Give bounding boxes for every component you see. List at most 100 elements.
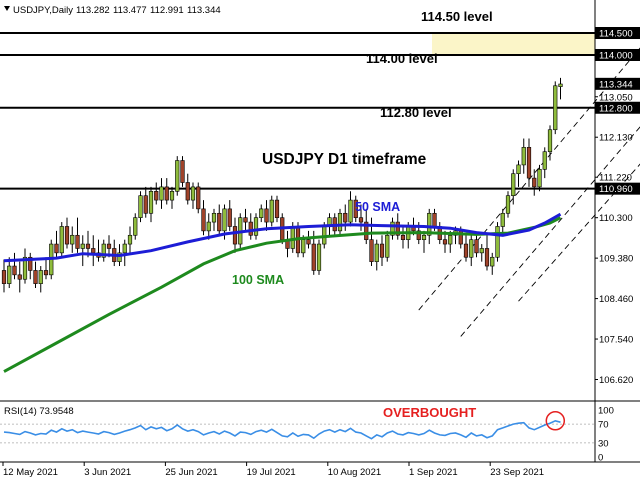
price-label-highlighted: 112.800 bbox=[599, 103, 633, 114]
price-tick-label: 113.050 bbox=[599, 92, 633, 103]
candle-body bbox=[91, 248, 95, 252]
candle-body bbox=[375, 244, 379, 262]
candle[interactable] bbox=[139, 191, 143, 222]
candle[interactable] bbox=[60, 222, 64, 257]
candle-body bbox=[60, 226, 64, 252]
rsi-indicator-label: RSI(14) 73.9548 bbox=[4, 406, 74, 417]
candle-body bbox=[160, 187, 164, 200]
candle-body bbox=[175, 161, 179, 192]
candle-body bbox=[317, 244, 321, 270]
candle[interactable] bbox=[175, 156, 179, 196]
candle-body bbox=[244, 218, 248, 222]
ohlc-low: 112.991 bbox=[150, 5, 184, 16]
candle-body bbox=[2, 270, 6, 283]
candle-body bbox=[517, 165, 521, 174]
rsi-tick-label: 30 bbox=[598, 438, 609, 449]
candle-body bbox=[469, 240, 473, 258]
candle-body bbox=[181, 161, 185, 183]
candle-body bbox=[265, 209, 269, 222]
candle-body bbox=[422, 235, 426, 239]
candle-body bbox=[70, 235, 74, 244]
rsi-tick-label: 0 bbox=[598, 453, 603, 464]
candle[interactable] bbox=[385, 231, 389, 262]
candle-body bbox=[186, 183, 190, 201]
candle-body bbox=[511, 174, 515, 196]
candle[interactable] bbox=[496, 222, 500, 262]
symbol-label: USDJPY,Daily bbox=[13, 5, 73, 16]
price-tick-label: 112.130 bbox=[599, 133, 633, 144]
candle-body bbox=[543, 152, 547, 170]
candle-body bbox=[254, 218, 258, 236]
candle-body bbox=[496, 226, 500, 257]
candle-body bbox=[165, 187, 169, 200]
candle-body bbox=[385, 235, 389, 257]
candle-body bbox=[154, 191, 158, 200]
sma50-label: 50 SMA bbox=[355, 200, 400, 214]
candle-body bbox=[370, 240, 374, 262]
rsi-tick-label: 100 bbox=[598, 406, 614, 417]
candle-body bbox=[144, 196, 148, 214]
candle-body bbox=[44, 270, 48, 274]
candle[interactable] bbox=[553, 81, 557, 134]
candle-body bbox=[380, 244, 384, 257]
candle-body bbox=[39, 270, 43, 283]
candle-body bbox=[553, 86, 557, 130]
time-tick-label: 23 Sep 2021 bbox=[490, 467, 544, 478]
candle-body bbox=[349, 200, 353, 222]
price-label-highlighted: 114.500 bbox=[599, 29, 633, 40]
candle-body bbox=[485, 248, 489, 266]
candle-body bbox=[475, 240, 479, 253]
candle[interactable] bbox=[196, 183, 200, 214]
candle-body bbox=[433, 213, 437, 226]
candle[interactable] bbox=[317, 240, 321, 275]
candle-body bbox=[65, 226, 69, 244]
candle-body bbox=[291, 226, 295, 248]
ohlc-open: 113.282 bbox=[76, 5, 110, 16]
timeframe-annotation: USDJPY D1 timeframe bbox=[262, 151, 427, 168]
candle-body bbox=[480, 248, 484, 252]
candle-body bbox=[270, 200, 274, 222]
candle-body bbox=[107, 244, 111, 248]
time-tick-label: 12 May 2021 bbox=[3, 467, 58, 478]
candle-body bbox=[443, 240, 447, 244]
candle-body bbox=[139, 196, 143, 218]
candle-body bbox=[501, 213, 505, 226]
rsi-tick-label: 70 bbox=[598, 420, 609, 431]
ohlc-high: 113.477 bbox=[113, 5, 147, 16]
price-tick-label: 111.220 bbox=[599, 173, 632, 184]
candle-body bbox=[233, 226, 237, 244]
candle-body bbox=[259, 209, 263, 218]
candle-body bbox=[207, 222, 211, 231]
candle-body bbox=[548, 130, 552, 152]
ohlc-close: 113.344 bbox=[187, 5, 221, 16]
candle-body bbox=[223, 209, 227, 231]
candle-body bbox=[86, 244, 90, 248]
price-tick-label: 108.460 bbox=[599, 294, 633, 305]
candle-body bbox=[359, 218, 363, 222]
time-tick-label: 1 Sep 2021 bbox=[409, 467, 458, 478]
price-tick-label: 106.620 bbox=[599, 375, 633, 386]
candle[interactable] bbox=[181, 156, 185, 187]
price-tick-label: 110.300 bbox=[599, 213, 633, 224]
candle-body bbox=[275, 200, 279, 218]
candle-body bbox=[307, 240, 311, 244]
candle[interactable] bbox=[270, 196, 274, 227]
price-tick-label: 109.380 bbox=[599, 254, 633, 265]
candle-body bbox=[13, 266, 17, 275]
candle-body bbox=[343, 213, 347, 222]
time-tick-label: 3 Jun 2021 bbox=[84, 467, 131, 478]
candle-body bbox=[18, 275, 22, 279]
candle-body bbox=[128, 235, 132, 244]
candle-body bbox=[506, 196, 510, 214]
candle-body bbox=[196, 187, 200, 209]
candle-body bbox=[133, 218, 137, 236]
candle-body bbox=[191, 187, 195, 200]
candle-body bbox=[448, 235, 452, 244]
candle-body bbox=[170, 191, 174, 200]
sma100-label: 100 SMA bbox=[232, 273, 284, 287]
candle-body bbox=[249, 222, 253, 235]
candle-body bbox=[490, 257, 494, 266]
